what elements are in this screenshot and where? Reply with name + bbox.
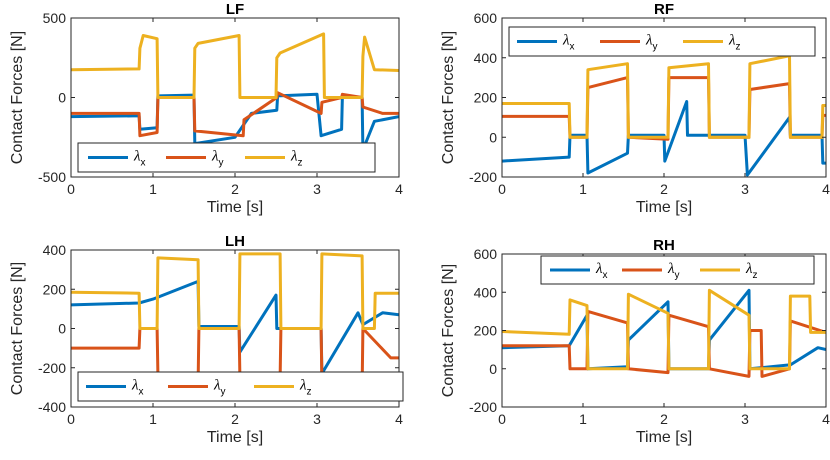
x-tick-label: 3 <box>741 181 749 197</box>
x-tick-label: 3 <box>313 181 321 197</box>
x-tick-label: 0 <box>67 181 75 197</box>
subplot-lh: 0 1 2 3 4 -400 -200 0 200 400 LH Time [s] Contact Fo… <box>9 233 404 446</box>
series-line-y-rh <box>502 309 826 378</box>
y-tick-label: 200 <box>43 281 67 297</box>
legend-entry: λz <box>299 378 312 398</box>
legend: λx λy λz <box>77 371 404 402</box>
y-tick-label: -500 <box>38 169 66 185</box>
subplot-title: RF <box>654 1 674 18</box>
x-tick-label: 2 <box>231 181 239 197</box>
subplot-title: RH <box>653 237 675 254</box>
legend-entry: λy <box>645 33 658 53</box>
y-tick-label: 500 <box>43 10 67 26</box>
y-tick-label: -200 <box>469 169 497 185</box>
subplot-title: LH <box>225 233 245 250</box>
subplot-title: LF <box>226 1 244 18</box>
x-tick-label: 3 <box>313 411 321 427</box>
legend-entry: λz <box>728 33 741 53</box>
y-tick-label: 400 <box>474 284 498 300</box>
x-tick-label: 0 <box>498 181 506 197</box>
x-tick-label: 2 <box>660 411 668 427</box>
y-axis-label: Contact Forces [N] <box>440 264 457 397</box>
y-tick-label: 400 <box>474 50 498 66</box>
series-line-z-lh <box>71 252 399 330</box>
legend: λx λy λz <box>540 255 815 285</box>
x-tick-label: 2 <box>660 181 668 197</box>
y-tick-label: 400 <box>43 242 67 258</box>
x-tick-label: 1 <box>579 411 587 427</box>
y-axis-label: Contact Forces [N] <box>9 31 26 164</box>
y-tick-label: 0 <box>58 90 66 106</box>
x-tick-label: 4 <box>395 411 403 427</box>
series-group <box>502 288 826 378</box>
y-tick-label: 200 <box>474 90 498 106</box>
legend-entry: λy <box>667 261 680 281</box>
x-axis-label: Time [s] <box>207 199 263 216</box>
legend: λx λy λz <box>508 26 816 57</box>
y-tick-label: 0 <box>489 361 497 377</box>
y-tick-label: -400 <box>38 399 66 415</box>
x-axis-label: Time [s] <box>636 429 692 446</box>
y-tick-label: 200 <box>474 323 498 339</box>
x-tick-label: 0 <box>67 411 75 427</box>
x-tick-label: 4 <box>822 181 830 197</box>
series-group <box>502 54 826 177</box>
legend-entry: λz <box>290 149 303 169</box>
legend-entry: λy <box>213 378 226 398</box>
x-axis-label: Time [s] <box>636 199 692 216</box>
series-line-z-rh <box>502 288 826 371</box>
x-tick-label: 0 <box>498 411 506 427</box>
x-tick-label: 2 <box>231 411 239 427</box>
y-axis-label: Contact Forces [N] <box>9 262 26 395</box>
legend-entry: λx <box>595 261 608 281</box>
series-line-z-rf <box>502 54 826 139</box>
y-tick-label: -200 <box>38 360 66 376</box>
legend: λx λy λz <box>77 142 376 173</box>
legend-box <box>77 371 404 402</box>
legend-entry: λy <box>211 149 224 169</box>
x-tick-label: 1 <box>149 411 157 427</box>
y-tick-label: 0 <box>489 129 497 145</box>
x-axis-label: Time [s] <box>207 429 263 446</box>
y-tick-label: 600 <box>474 246 498 262</box>
series-line-z-lf <box>71 32 399 99</box>
y-tick-label: 0 <box>58 321 66 337</box>
x-tick-label: 4 <box>822 411 830 427</box>
y-axis-label: Contact Forces [N] <box>440 31 457 164</box>
series-line-x-lh <box>71 279 399 376</box>
x-tick-label: 1 <box>149 181 157 197</box>
y-tick-label: -200 <box>469 399 497 415</box>
legend-entry: λz <box>745 261 758 281</box>
legend-entry: λx <box>562 33 575 53</box>
y-tick-label: 600 <box>474 10 498 26</box>
x-tick-label: 4 <box>395 181 403 197</box>
x-tick-label: 3 <box>741 411 749 427</box>
series-group <box>71 32 399 152</box>
legend-box <box>508 26 816 57</box>
legend-entry: λx <box>131 378 144 398</box>
x-tick-label: 1 <box>579 181 587 197</box>
legend-entry: λx <box>133 149 146 169</box>
